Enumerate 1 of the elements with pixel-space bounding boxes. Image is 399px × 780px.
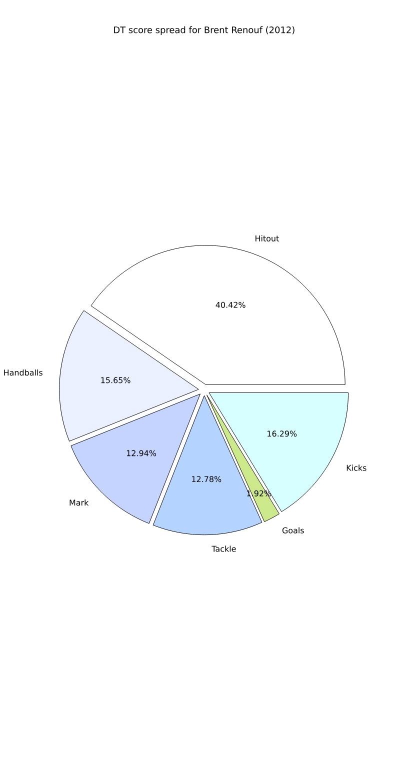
chart-title: DT score spread for Brent Renouf (2012) [114,26,294,35]
